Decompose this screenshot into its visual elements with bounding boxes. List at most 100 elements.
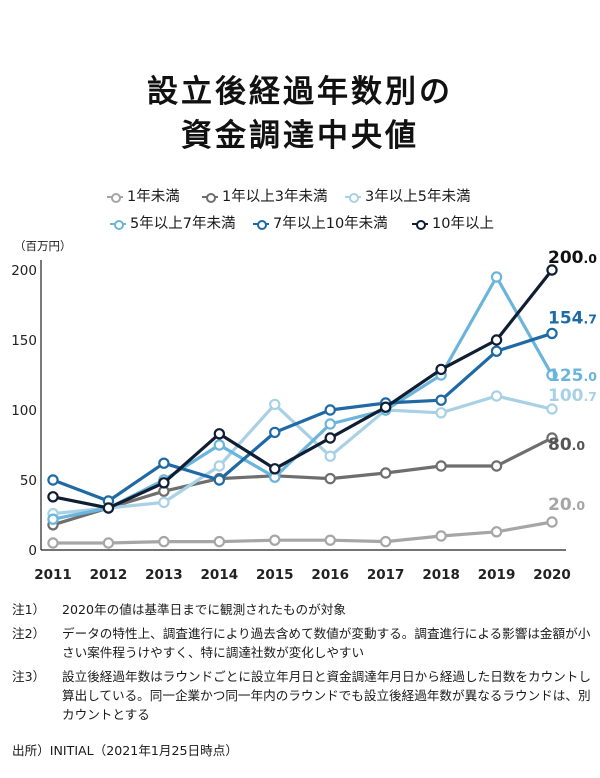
end-value-label: 100.7 — [548, 386, 597, 406]
y-tick-label: 100 — [11, 403, 37, 419]
y-tick-label: 150 — [11, 333, 37, 349]
legend-label-1: 1年以上3年未満 — [222, 189, 328, 205]
data-point — [213, 474, 226, 486]
x-tick-label: 2020 — [533, 567, 571, 583]
series-line — [51, 331, 554, 503]
data-point — [269, 426, 281, 439]
data-point — [435, 407, 447, 419]
y-axis-unit-label: （百万円） — [14, 239, 72, 253]
data-point — [158, 477, 170, 489]
legend-marker-2 — [345, 193, 361, 203]
series-line — [51, 275, 554, 521]
data-point — [546, 327, 558, 340]
chart-title-line1: 設立後経過年数別の — [147, 74, 453, 110]
series-line — [51, 268, 554, 510]
data-point — [324, 404, 336, 416]
legend-label-2: 3年以上5年未満 — [365, 189, 471, 205]
note-1-tag: 注1） — [12, 602, 46, 617]
data-point — [435, 530, 447, 542]
data-point — [213, 439, 226, 451]
legend-marker-3 — [110, 220, 126, 230]
y-tick-label: 50 — [20, 473, 37, 489]
data-point — [379, 467, 392, 479]
notes: 注1） 2020年の値は基準日までに観測されたものが対象 注2） データの特性上… — [12, 600, 592, 729]
x-tick-label: 2011 — [34, 567, 72, 583]
note-1: 注1） 2020年の値は基準日までに観測されたものが対象 — [12, 600, 592, 619]
data-point — [324, 472, 336, 485]
data-point — [546, 264, 558, 276]
legend-label-3: 5年以上7年未満 — [130, 216, 236, 232]
legend-marker-5 — [412, 220, 428, 230]
legend-item-5: 10年以上 — [412, 212, 494, 233]
data-point — [213, 428, 226, 440]
legend-item-3: 5年以上7年未満 — [110, 212, 235, 233]
data-point — [324, 432, 336, 444]
note-2-text: データの特性上、調査進行により過去含めて数値が変動する。調査進行による影響は金額… — [62, 626, 591, 660]
data-point — [102, 502, 115, 514]
legend-item-4: 7年以上10年未満 — [253, 212, 388, 233]
data-point — [490, 390, 503, 402]
data-point — [324, 418, 336, 430]
data-point — [379, 535, 392, 548]
x-tick-label: 2013 — [145, 567, 183, 583]
legend-item-0: 1年未満 — [107, 185, 180, 206]
series-line — [51, 394, 554, 516]
x-tick-label: 2016 — [311, 567, 349, 583]
data-point — [490, 271, 503, 283]
data-point — [490, 460, 503, 472]
data-point — [269, 534, 281, 546]
data-point — [435, 460, 447, 472]
data-point — [546, 432, 558, 444]
x-tick-label: 2014 — [201, 567, 239, 583]
end-value-label: 80.0 — [548, 435, 585, 455]
x-tick-label: 2019 — [478, 567, 516, 583]
data-point — [269, 463, 281, 475]
data-point — [435, 363, 447, 376]
end-value-label: 154.7 — [548, 308, 597, 328]
data-point — [546, 369, 558, 381]
note-3-text: 設立後経過年数はラウンドごとに設立年月日と資金調達年月日から経過した日数をカウン… — [62, 669, 591, 722]
data-point — [435, 394, 447, 406]
legend-item-2: 3年以上5年未満 — [345, 185, 470, 206]
legend-marker-0 — [107, 193, 123, 203]
data-point — [546, 403, 558, 415]
chart-title-line2: 資金調達中央値 — [181, 118, 419, 154]
legend-marker-1 — [202, 193, 218, 203]
data-point — [47, 513, 59, 525]
data-point — [213, 460, 226, 472]
data-point — [158, 535, 170, 548]
end-value-label: 20.0 — [548, 495, 585, 515]
data-point — [47, 474, 59, 486]
legend-label-0: 1年未満 — [127, 189, 180, 205]
note-3: 注3） 設立後経過年数はラウンドごとに設立年月日と資金調達年月日から経過した日数… — [12, 667, 592, 724]
data-point — [158, 457, 170, 469]
series-line — [51, 520, 554, 545]
note-1-text: 2020年の値は基準日までに観測されたものが対象 — [62, 602, 346, 617]
data-point — [269, 398, 281, 411]
source-note: 出所）INITIAL（2021年1月25日時点） — [12, 743, 238, 758]
y-tick-label: 200 — [11, 263, 37, 279]
end-value-label: 200.0 — [548, 248, 597, 268]
legend-marker-4 — [253, 220, 269, 230]
data-point — [490, 526, 503, 538]
data-point — [213, 535, 226, 548]
data-point — [490, 334, 503, 346]
series-line — [51, 436, 554, 527]
data-point — [324, 534, 336, 546]
note-3-tag: 注3） — [12, 669, 46, 684]
end-value-label: 125.0 — [548, 366, 597, 386]
note-2: 注2） データの特性上、調査進行により過去含めて数値が変動する。調査進行による影… — [12, 624, 592, 662]
y-tick-label: 0 — [28, 543, 37, 559]
data-point — [102, 537, 115, 549]
data-point — [546, 516, 558, 528]
data-point — [490, 345, 503, 357]
legend-label-5: 10年以上 — [432, 216, 494, 232]
data-point — [324, 450, 336, 462]
line-chart: 0 50 100 150 200 2011 2012 2013 2014 2015 2016 2017… — [11, 248, 597, 583]
data-point — [379, 401, 392, 413]
data-point — [158, 496, 170, 509]
x-tick-label: 2017 — [367, 567, 405, 583]
data-point — [47, 491, 59, 503]
legend-label-4: 7年以上10年未満 — [273, 216, 388, 232]
note-2-tag: 注2） — [12, 626, 46, 641]
